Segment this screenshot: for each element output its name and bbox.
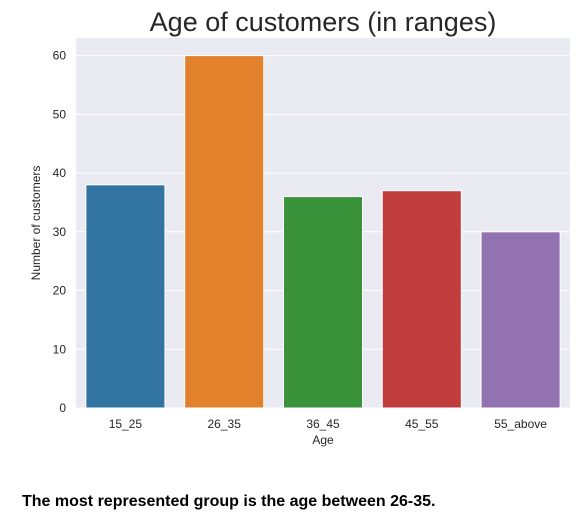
bar-45_55 (381, 190, 462, 409)
y-tick-label: 30 (53, 225, 67, 239)
y-tick-label: 50 (53, 107, 67, 121)
x-tick-label: 15_25 (109, 417, 143, 431)
chart-title: Age of customers (in ranges) (150, 7, 497, 37)
y-tick-label: 10 (53, 342, 67, 356)
x-tick-labels: 15_25 26_35 36_45 45_55 55_above (109, 417, 548, 431)
x-tick-label: 55_above (494, 417, 547, 431)
y-axis-label: Number of customers (29, 166, 43, 281)
bar-55_above (480, 231, 561, 409)
bar-36_45 (282, 196, 364, 409)
y-tick-label: 40 (53, 166, 67, 180)
y-tick-label: 60 (53, 49, 67, 63)
y-tick-labels: 0 10 20 30 40 50 60 (53, 49, 67, 415)
bar-15_25 (85, 184, 166, 409)
y-tick-label: 0 (59, 401, 66, 415)
x-axis-label: Age (312, 433, 334, 447)
caption: The most represented group is the age be… (22, 493, 436, 510)
y-tick-label: 20 (53, 284, 67, 298)
bars (85, 55, 561, 409)
x-tick-label: 36_45 (306, 417, 340, 431)
bar-26_35 (184, 55, 265, 409)
bar-chart: 0 10 20 30 40 50 60 15_25 26_35 36_45 45_55 55_abo… (29, 7, 570, 447)
x-tick-label: 45_55 (405, 417, 439, 431)
x-tick-label: 26_35 (208, 417, 242, 431)
